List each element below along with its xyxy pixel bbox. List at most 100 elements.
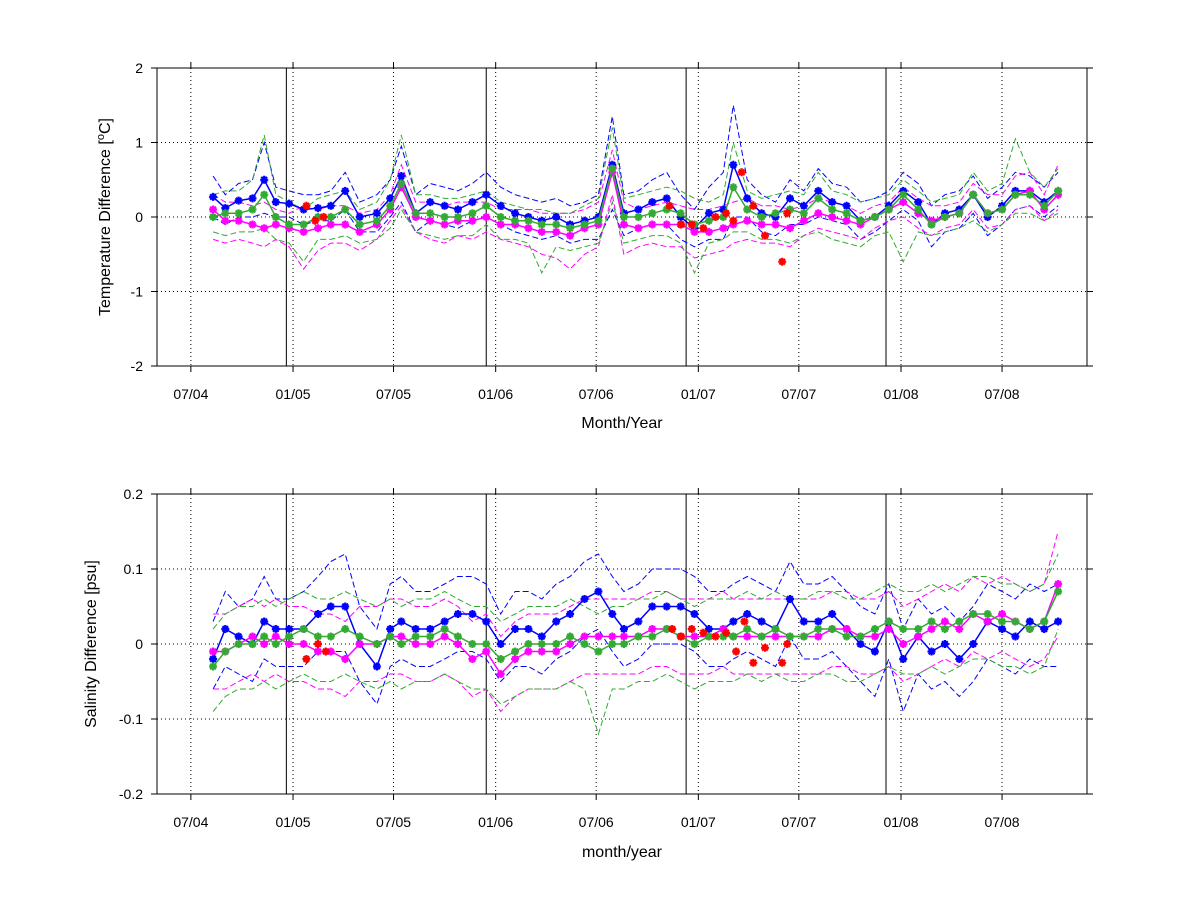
temperature-y-axis-label-main: Temperature Difference [ <box>97 140 114 316</box>
salinity-series-0-point-34 <box>676 602 685 611</box>
salinity-series-0-point-29 <box>608 610 617 618</box>
salinity-series-2-point-6 <box>285 632 294 641</box>
temperature-series-0-point-7 <box>299 205 308 214</box>
temperature-series-2-point-44 <box>814 194 823 203</box>
salinity-series-0-point-25 <box>552 617 561 626</box>
temperature-series-1-point-19 <box>468 216 477 225</box>
temperature-series-2-point-27 <box>580 220 589 229</box>
temperature-x-tick-label-8: 07/08 <box>985 386 1020 402</box>
temperature-panel: 07/04 01/05 07/05 01/06 07/06 01/07 07/07 01/08… <box>95 60 1093 432</box>
temperature-series-2-point-37 <box>719 213 728 221</box>
salinity-series-1-point-4 <box>260 640 269 648</box>
temperature-series-0-point-6 <box>285 199 294 208</box>
temperature-x-tick-label-7: 01/08 <box>883 386 918 402</box>
temperature-series-1-point-46 <box>842 216 851 225</box>
salinity-series-2-point-35 <box>690 640 699 648</box>
salinity-series-0-point-9 <box>326 602 335 611</box>
temperature-y-axis-label: Temperature Difference [oC] <box>95 118 114 316</box>
salinity-series-2-point-37 <box>719 632 728 641</box>
temperature-series-2-point-61 <box>1054 186 1063 195</box>
salinity-series-7-line <box>212 553 1059 630</box>
salinity-series-2-point-56 <box>983 610 992 618</box>
salinity-series-1-point-50 <box>899 640 908 648</box>
salinity-series-1-point-44 <box>814 632 823 641</box>
temperature-series-0-point-0 <box>209 192 218 201</box>
temperature-series-4-line <box>212 201 1059 248</box>
salinity-series-0-point-23 <box>524 625 533 633</box>
salinity-series-2-point-19 <box>468 640 477 648</box>
salinity-series-9-point-7 <box>711 632 720 641</box>
temperature-series-1-point-2 <box>234 216 243 225</box>
salinity-series-9-point-13 <box>778 658 787 667</box>
salinity-series-0-point-52 <box>927 647 936 656</box>
temperature-series-3-line <box>212 105 1059 211</box>
temperature-series-2-point-43 <box>799 209 808 218</box>
salinity-series-1-point-48 <box>870 632 879 641</box>
salinity-series-5-line <box>213 531 1059 638</box>
salinity-series-2-point-18 <box>453 632 462 641</box>
temperature-series-1-point-10 <box>341 220 350 229</box>
temperature-x-tick-label-0: 07/04 <box>173 386 208 402</box>
salinity-series-0-point-42 <box>786 595 794 603</box>
temperature-series-0-point-39 <box>743 194 752 203</box>
salinity-x-tick-label-7: 01/08 <box>883 814 918 830</box>
temperature-series-2-point-38 <box>729 183 738 192</box>
salinity-series-1-point-49 <box>884 625 893 633</box>
temperature-series-1-point-26 <box>566 231 575 240</box>
salinity-series-1-point-19 <box>468 655 477 663</box>
temperature-series-0-point-8 <box>314 204 322 213</box>
temperature-series-0-point-31 <box>634 205 643 214</box>
salinity-series-1-point-53 <box>940 617 949 626</box>
temperature-series-0-point-46 <box>842 201 851 210</box>
temperature-series-0-point-1 <box>221 204 230 213</box>
salinity-series-2-point-10 <box>341 625 350 633</box>
salinity-series-1-point-61 <box>1054 580 1063 588</box>
temperature-series-0-point-18 <box>453 205 462 214</box>
temperature-series-2-point-54 <box>955 209 964 218</box>
salinity-series-0-point-21 <box>496 640 505 648</box>
salinity-series-9-point-5 <box>687 625 696 633</box>
temperature-series-2-point-9 <box>326 213 335 221</box>
salinity-series-2-point-52 <box>927 617 936 626</box>
temperature-series-2-point-8 <box>314 213 322 221</box>
temperature-x-tick-label-5: 01/07 <box>681 386 716 402</box>
temperature-ticks: 07/04 01/05 07/05 01/06 07/06 01/07 07/07 01/08… <box>131 60 1093 402</box>
salinity-series-1-point-9 <box>326 647 335 656</box>
salinity-series-2-point-23 <box>524 640 533 648</box>
salinity-series-1-point-28 <box>594 632 603 641</box>
salinity-series-1-point-32 <box>648 625 657 633</box>
salinity-series-0-point-2 <box>234 632 243 641</box>
temperature-series-2-point-18 <box>453 213 462 221</box>
temperature-series-2-point-6 <box>285 220 294 229</box>
temperature-series-2-point-47 <box>856 216 865 225</box>
salinity-x-tick-label-2: 07/05 <box>376 814 411 830</box>
salinity-series-2-point-31 <box>634 632 643 641</box>
temperature-series-2-point-41 <box>771 209 780 218</box>
temperature-series-9-point-8 <box>722 209 731 218</box>
salinity-series-0-point-43 <box>799 617 808 626</box>
temperature-series-0-point-14 <box>397 172 406 180</box>
temperature-series-2-point-15 <box>411 209 420 218</box>
salinity-series-2-point-3 <box>248 640 257 648</box>
salinity-series-2-point-50 <box>899 625 908 633</box>
salinity-series-0-point-24 <box>537 632 546 641</box>
temperature-series-2-point-33 <box>662 205 671 214</box>
salinity-series-8-line <box>212 628 1059 736</box>
salinity-series-2-point-22 <box>511 647 520 656</box>
salinity-series-1-point-24 <box>537 647 546 656</box>
salinity-series-0-point-48 <box>870 647 879 656</box>
temperature-series-2-point-59 <box>1025 190 1034 199</box>
temperature-series-0-point-33 <box>662 194 671 203</box>
temperature-series-2-point-40 <box>757 213 766 221</box>
salinity-series-2-point-48 <box>870 625 879 633</box>
salinity-series-2-point-33 <box>662 625 671 633</box>
temperature-series-2-point-12 <box>372 216 381 225</box>
salinity-series-2-point-15 <box>411 632 420 641</box>
salinity-series-0-point-4 <box>260 617 269 626</box>
temperature-series-0-point-17 <box>440 201 449 210</box>
salinity-series-1-point-6 <box>285 640 294 648</box>
temperature-series-1-point-39 <box>743 216 752 225</box>
temperature-series-2-point-45 <box>828 205 837 214</box>
salinity-series-1-point-37 <box>719 625 728 633</box>
